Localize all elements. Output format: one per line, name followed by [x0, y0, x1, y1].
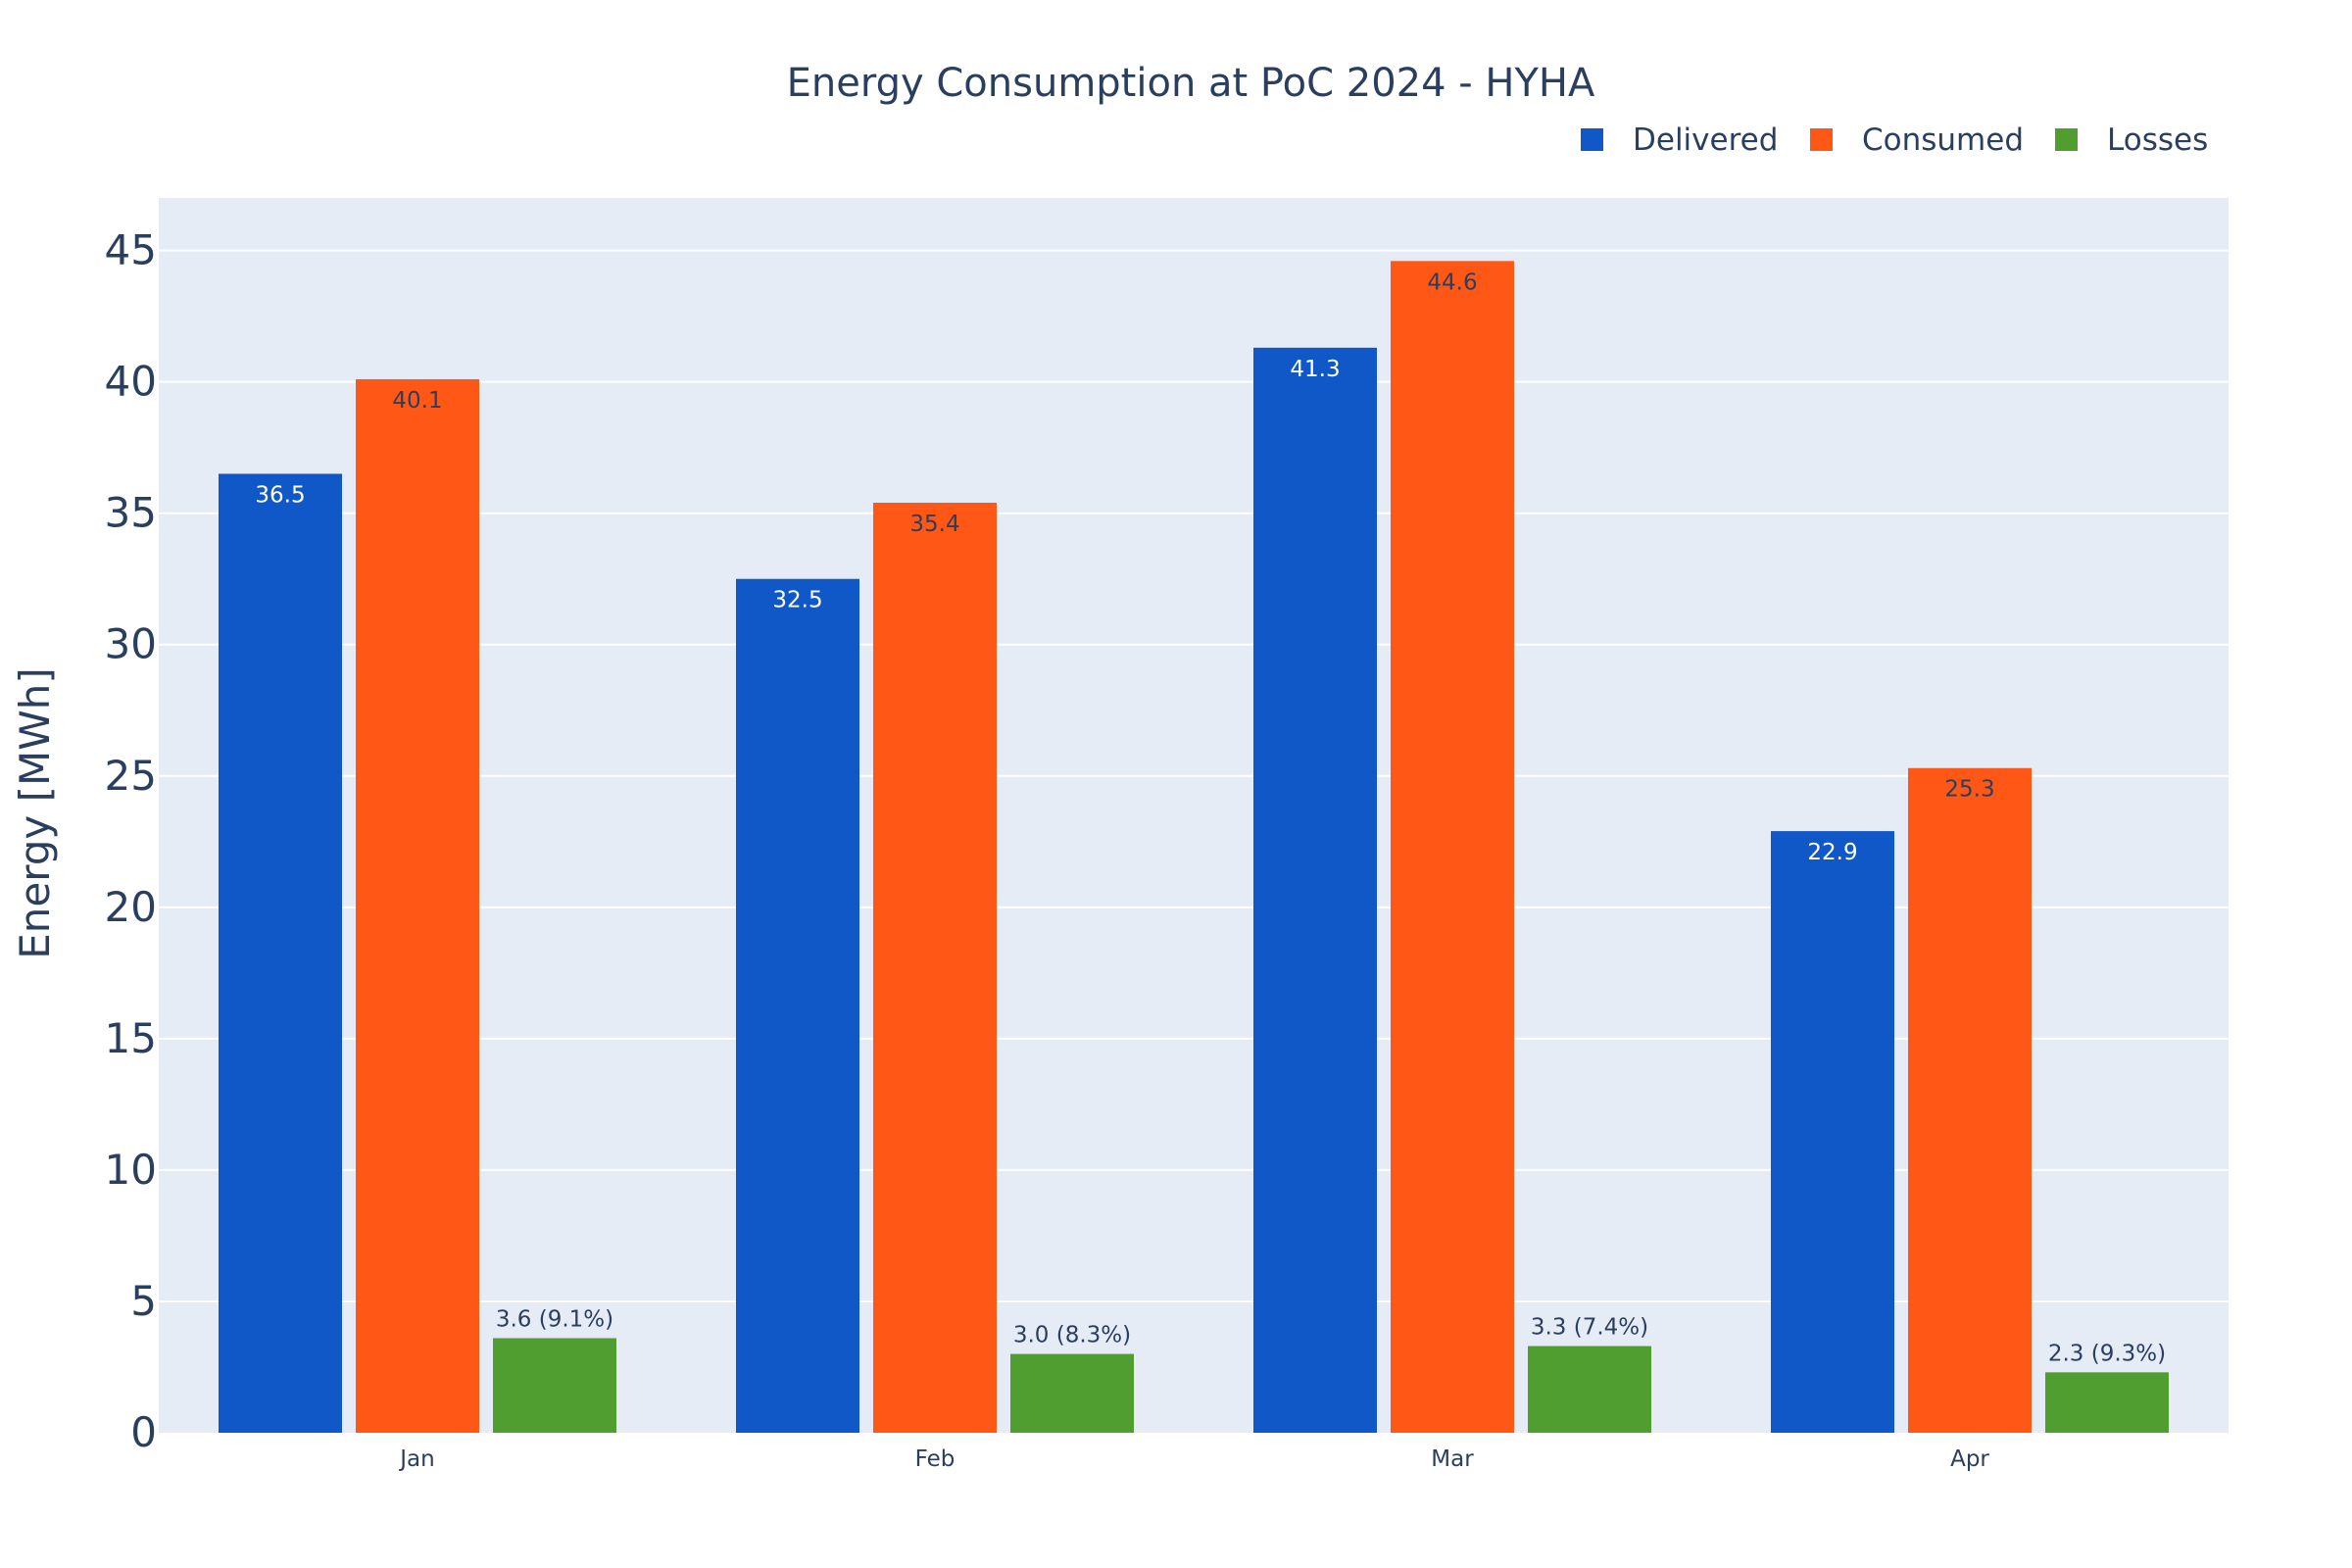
data-label: 3.0 (8.3%): [1013, 1323, 1131, 1348]
x-tick-label: Feb: [915, 1446, 956, 1472]
chart-title: Energy Consumption at PoC 2024 - HYHA: [787, 61, 1595, 106]
data-label: 25.3: [1944, 777, 1994, 803]
y-tick-label: 10: [105, 1146, 157, 1194]
data-label: 32.5: [772, 588, 822, 613]
legend-swatch-delivered: [1581, 128, 1603, 151]
bar-consumed: [1391, 261, 1514, 1433]
data-label: 22.9: [1807, 840, 1857, 865]
bar-delivered: [1253, 347, 1377, 1434]
legend-swatch-consumed: [1810, 128, 1833, 151]
bar-delivered: [219, 473, 342, 1433]
data-label: 3.3 (7.4%): [1531, 1315, 1648, 1341]
bar-losses: [1010, 1353, 1134, 1433]
y-axis-ticks: 0 5 10 15 20 25 30 35 40 45: [105, 226, 157, 1456]
data-label: 3.6 (9.1%): [496, 1306, 613, 1332]
bar-consumed: [873, 502, 997, 1433]
x-tick-label: Mar: [1431, 1446, 1474, 1472]
y-tick-label: 5: [130, 1277, 157, 1325]
bar-losses: [1528, 1346, 1651, 1433]
y-tick-label: 20: [105, 883, 157, 931]
y-tick-label: 15: [105, 1014, 157, 1062]
data-label: 40.1: [392, 388, 442, 414]
legend-swatch-losses: [2055, 128, 2078, 151]
data-label: 36.5: [255, 482, 305, 508]
bar-losses: [493, 1338, 616, 1433]
data-label: 41.3: [1290, 357, 1340, 382]
y-tick-label: 45: [105, 226, 157, 274]
y-tick-label: 40: [105, 358, 157, 406]
x-tick-label: Jan: [398, 1446, 434, 1472]
data-label: 44.6: [1427, 270, 1477, 295]
y-tick-label: 25: [105, 752, 157, 800]
x-axis-ticks: Jan Feb Mar Apr: [398, 1446, 1989, 1472]
bars: [219, 261, 2169, 1434]
bar-losses: [2045, 1372, 2169, 1433]
y-tick-label: 35: [105, 489, 157, 537]
legend-label-consumed: Consumed: [1862, 122, 2024, 158]
bar-consumed: [1908, 767, 2032, 1433]
bar-labels: 36.5 40.1 3.6 (9.1%) 32.5 35.4 3.0 (8.3%) 41.3…: [255, 270, 2166, 1366]
y-axis-label: Energy [MWh]: [11, 667, 59, 959]
y-tick-label: 30: [105, 620, 157, 668]
x-tick-label: Apr: [1950, 1446, 1989, 1472]
grid-lines: [159, 249, 2229, 1302]
legend-label-delivered: Delivered: [1633, 122, 1778, 158]
bar-consumed: [356, 378, 479, 1433]
legend-label-losses: Losses: [2107, 122, 2208, 158]
bar-delivered: [736, 578, 859, 1433]
y-tick-label: 0: [130, 1408, 157, 1456]
data-label: 2.3 (9.3%): [2048, 1341, 2166, 1366]
data-label: 35.4: [909, 512, 959, 537]
bar-delivered: [1771, 831, 1894, 1433]
legend: Delivered Consumed Losses: [1581, 122, 2208, 158]
